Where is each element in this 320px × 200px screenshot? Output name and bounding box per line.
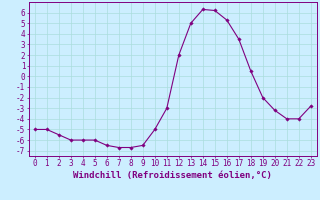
- X-axis label: Windchill (Refroidissement éolien,°C): Windchill (Refroidissement éolien,°C): [73, 171, 272, 180]
